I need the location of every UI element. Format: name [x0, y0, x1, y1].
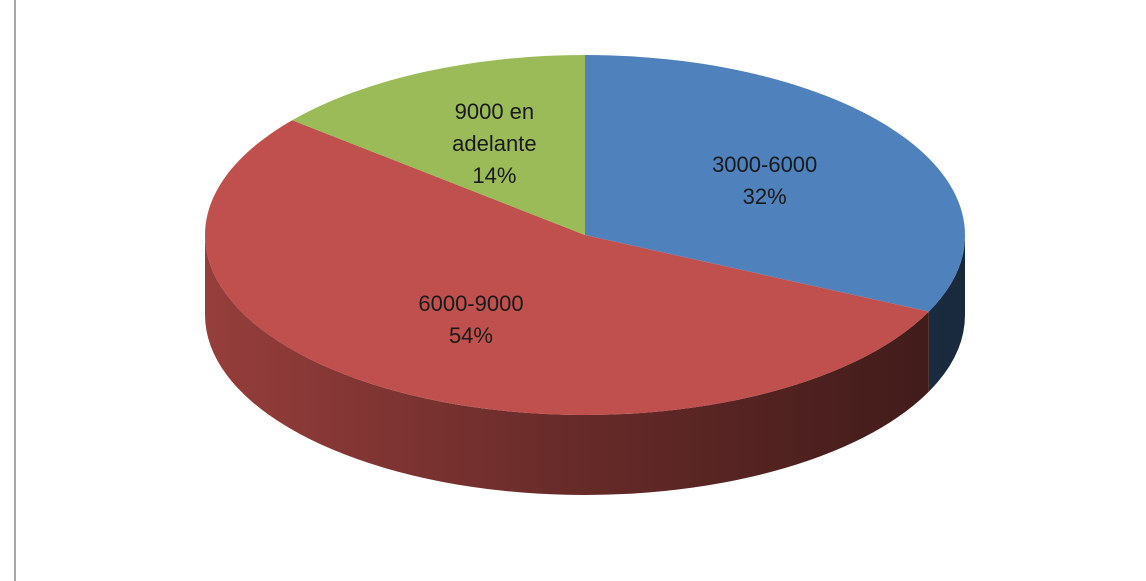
pie-slice-3 — [292, 55, 585, 235]
left-border-line — [14, 0, 16, 581]
slice-category: 9000 en — [455, 99, 535, 124]
pie-top-faces — [205, 55, 965, 415]
pie-side-walls — [205, 235, 965, 495]
pie-side-1 — [928, 235, 965, 392]
slice-label-3: 9000 en adelante 14% — [452, 99, 536, 188]
slice-label-1: 3000-6000 32% — [712, 152, 817, 209]
slice-percent: 32% — [743, 184, 787, 209]
slice-percent: 14% — [472, 163, 516, 188]
slice-category: 6000-9000 — [418, 291, 523, 316]
slice-label-2: 6000-9000 54% — [418, 291, 523, 348]
pie-slice-2 — [205, 120, 929, 415]
pie-slice-1 — [585, 55, 965, 312]
pie-side-2 — [205, 235, 929, 495]
slice-category: 3000-6000 — [712, 152, 817, 177]
slice-category: adelante — [452, 131, 536, 156]
pie-data-labels: 3000-6000 32% 6000-9000 54% 9000 en adelante 1… — [418, 99, 817, 348]
slice-percent: 54% — [449, 323, 493, 348]
